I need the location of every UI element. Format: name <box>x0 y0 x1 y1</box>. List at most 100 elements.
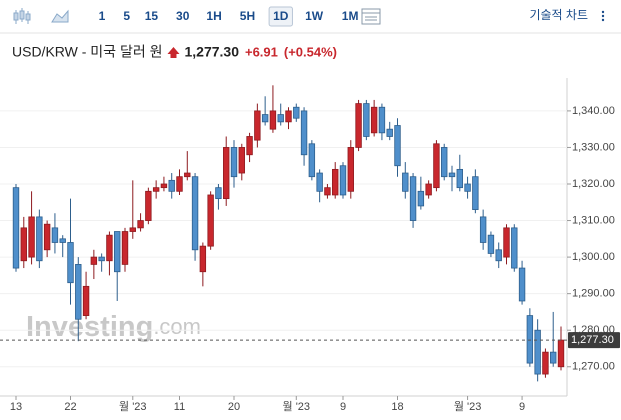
candle-body <box>503 227 510 258</box>
candle-body <box>129 227 136 232</box>
watermark-brand: Investing <box>26 311 153 343</box>
candle-body <box>550 351 557 364</box>
interval-button[interactable]: 1H <box>206 9 221 23</box>
candle-body <box>456 168 463 189</box>
candle-body <box>285 110 292 123</box>
candle-body <box>464 183 471 192</box>
y-tick-label: 1,310.00 <box>572 214 615 226</box>
candle-body <box>160 183 168 189</box>
candle-body <box>441 147 448 178</box>
candle-body <box>121 231 129 265</box>
candle-body <box>339 165 347 196</box>
candle-body <box>518 267 526 302</box>
x-tick-label: 9 <box>519 401 525 413</box>
candle-body <box>308 143 316 178</box>
candle-body <box>433 143 440 189</box>
y-tick-label: 1,290.00 <box>572 288 615 300</box>
candle-body <box>324 187 331 196</box>
candle-body <box>370 106 378 134</box>
candle-body <box>448 172 456 178</box>
candle-body <box>223 147 230 200</box>
candle-body <box>98 256 105 262</box>
interval-button[interactable]: 1W <box>305 9 324 23</box>
interval-button[interactable]: 1D <box>273 9 289 23</box>
candle-body <box>12 187 20 269</box>
interval-button[interactable]: 5 <box>123 9 130 23</box>
candle-body <box>363 103 370 137</box>
candle-body <box>254 110 261 141</box>
candle-body <box>152 187 160 192</box>
candle-body <box>90 256 98 265</box>
candle-body <box>316 172 323 192</box>
candle-body <box>176 176 183 192</box>
chart-title: USD/KRW - 미국 달러 원 <box>12 44 162 60</box>
up-arrow <box>167 47 180 58</box>
candle-body <box>277 114 284 123</box>
candle-icon[interactable] <box>13 8 31 24</box>
x-tick-label: 월 '23 <box>454 400 482 413</box>
candle-body <box>246 136 253 156</box>
y-tick-label: 1,330.00 <box>572 141 615 153</box>
candle-body <box>51 227 59 243</box>
chart-menu[interactable]: 기술적 차트 <box>529 8 588 22</box>
candle-body <box>238 147 245 174</box>
price: 1,277.30 <box>184 44 239 60</box>
candle-body <box>386 128 393 137</box>
candle-body <box>82 285 90 316</box>
candle-body <box>215 187 222 200</box>
candle-body <box>230 147 238 178</box>
candle-body <box>479 216 487 243</box>
candle-body <box>59 238 66 243</box>
candle-body <box>293 106 300 119</box>
x-tick-label: 월 '23 <box>119 400 147 413</box>
candle-body <box>425 183 432 196</box>
x-tick-label: 13 <box>10 401 22 413</box>
candle-body <box>20 227 27 262</box>
candle-body <box>269 110 277 130</box>
candle-body <box>199 245 207 273</box>
candle-body <box>106 234 113 262</box>
candle-body <box>261 114 269 123</box>
y-tick-label: 1,270.00 <box>572 361 615 373</box>
candle-body <box>526 315 534 364</box>
candle-body <box>534 329 541 375</box>
interval-button[interactable]: 1 <box>99 9 106 23</box>
candle-body <box>184 172 191 178</box>
candle-body <box>347 147 354 192</box>
candle-body <box>332 168 339 196</box>
candle-body <box>36 216 43 262</box>
candle-body <box>495 249 502 262</box>
candle-body <box>145 190 152 221</box>
menu-dots[interactable] <box>601 10 605 22</box>
candle-body <box>557 339 565 368</box>
candle-body <box>487 234 495 254</box>
x-tick-label: 9 <box>340 401 346 413</box>
candle-body <box>300 110 308 156</box>
change: +6.91 <box>245 44 278 59</box>
last-price-box <box>568 332 620 349</box>
interval-button[interactable]: 1M <box>342 9 359 23</box>
candle-body <box>28 216 35 258</box>
interval-button[interactable]: 30 <box>176 9 190 23</box>
candle-body <box>191 176 199 251</box>
interval-button[interactable]: 15 <box>145 9 159 23</box>
candle-body <box>67 242 74 284</box>
candle-body <box>137 220 144 229</box>
candle-body <box>542 351 549 375</box>
watermark: Investing.com <box>26 311 201 343</box>
candle-body <box>409 176 417 221</box>
x-tick-label: 월 '23 <box>283 400 311 413</box>
candle-body <box>43 223 51 251</box>
layout-icon[interactable] <box>361 8 381 25</box>
interval-button[interactable]: 5H <box>240 9 255 23</box>
candle-body <box>355 103 362 148</box>
area-icon[interactable] <box>51 9 69 23</box>
candle-body <box>378 106 386 134</box>
x-tick-label: 20 <box>228 401 240 413</box>
candle-body <box>207 194 214 247</box>
candle-body <box>417 190 425 207</box>
change-percent: (+0.54%) <box>284 44 337 59</box>
y-tick-label: 1,320.00 <box>572 178 615 190</box>
